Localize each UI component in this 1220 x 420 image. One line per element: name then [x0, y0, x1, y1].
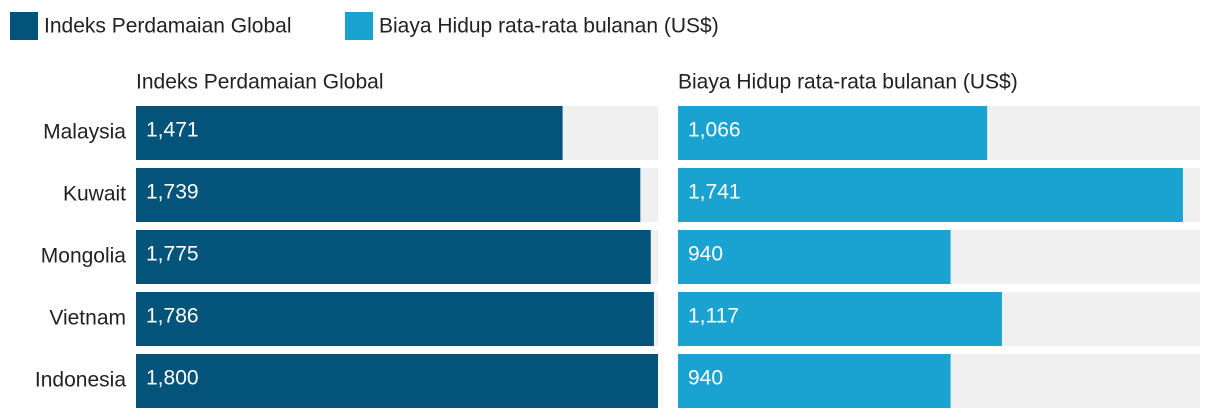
value-label: 940	[688, 243, 723, 266]
bar	[136, 354, 658, 408]
bar	[136, 292, 654, 346]
value-label: 1,117	[688, 305, 739, 328]
value-label: 1,786	[146, 305, 199, 328]
panel-title: Indeks Perdamaian Global	[136, 71, 383, 94]
legend-swatch	[345, 12, 373, 40]
bar	[136, 230, 651, 284]
value-label: 1,471	[146, 119, 199, 142]
value-label: 1,741	[688, 181, 741, 204]
bar	[678, 354, 951, 408]
legend-label: Biaya Hidup rata-rata bulanan (US$)	[379, 15, 719, 38]
category-label: Malaysia	[43, 121, 126, 144]
bar	[678, 106, 988, 160]
bar	[136, 106, 563, 160]
value-label: 1,800	[146, 367, 199, 390]
category-label: Kuwait	[63, 183, 126, 206]
panel-title: Biaya Hidup rata-rata bulanan (US$)	[678, 71, 1018, 94]
category-label: Vietnam	[49, 307, 126, 330]
bar	[678, 230, 951, 284]
bar	[678, 168, 1183, 222]
legend-label: Indeks Perdamaian Global	[44, 15, 291, 38]
category-label: Indonesia	[35, 369, 126, 392]
value-label: 1,066	[688, 119, 741, 142]
bar	[678, 292, 1002, 346]
bar	[136, 168, 641, 222]
category-label: Mongolia	[41, 245, 127, 268]
legend-swatch	[10, 12, 38, 40]
value-label: 1,775	[146, 243, 199, 266]
value-label: 1,739	[146, 181, 199, 204]
value-label: 940	[688, 367, 723, 390]
